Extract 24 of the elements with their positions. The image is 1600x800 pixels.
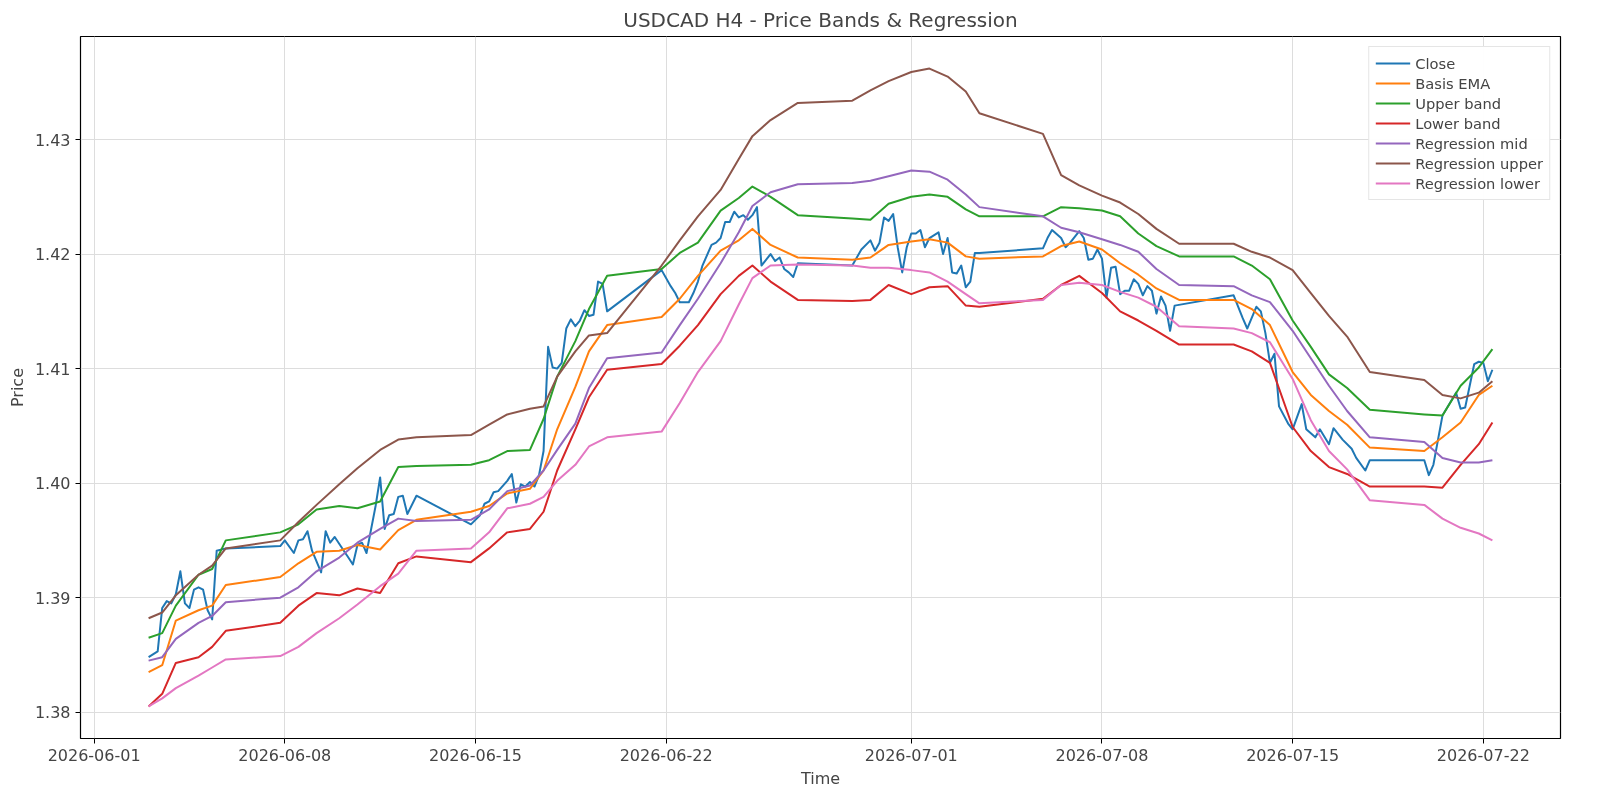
x-axis-title: Time: [799, 768, 841, 788]
y-tick-label: 1.42: [34, 245, 71, 265]
x-tick-label: 2026-06-15: [428, 745, 522, 765]
legend-label: Regression lower: [1415, 174, 1541, 192]
legend-label: Regression mid: [1415, 134, 1528, 152]
legend-label: Upper band: [1415, 94, 1502, 112]
legend-label: Regression upper: [1415, 154, 1543, 172]
legend-label: Lower band: [1415, 114, 1501, 132]
x-tick-label: 2026-07-22: [1436, 745, 1530, 765]
x-tick-label: 2026-07-01: [864, 745, 958, 765]
y-tick-label: 1.41: [34, 359, 71, 379]
x-tick-label: 2026-06-22: [619, 745, 713, 765]
y-tick-label: 1.43: [34, 130, 71, 150]
x-tick-label: 2026-06-01: [47, 745, 141, 765]
x-tick-label: 2026-06-08: [238, 745, 332, 765]
x-tick-label: 2026-07-15: [1246, 745, 1340, 765]
chart-title: USDCAD H4 - Price Bands & Regression: [623, 7, 1018, 32]
legend-label: Close: [1415, 54, 1456, 72]
y-tick-label: 1.38: [34, 703, 71, 723]
y-tick-label: 1.40: [34, 474, 71, 494]
x-tick-label: 2026-07-08: [1055, 745, 1149, 765]
y-axis-title: Price: [7, 367, 27, 408]
y-tick-label: 1.39: [34, 588, 71, 608]
legend-label: Basis EMA: [1415, 74, 1491, 92]
